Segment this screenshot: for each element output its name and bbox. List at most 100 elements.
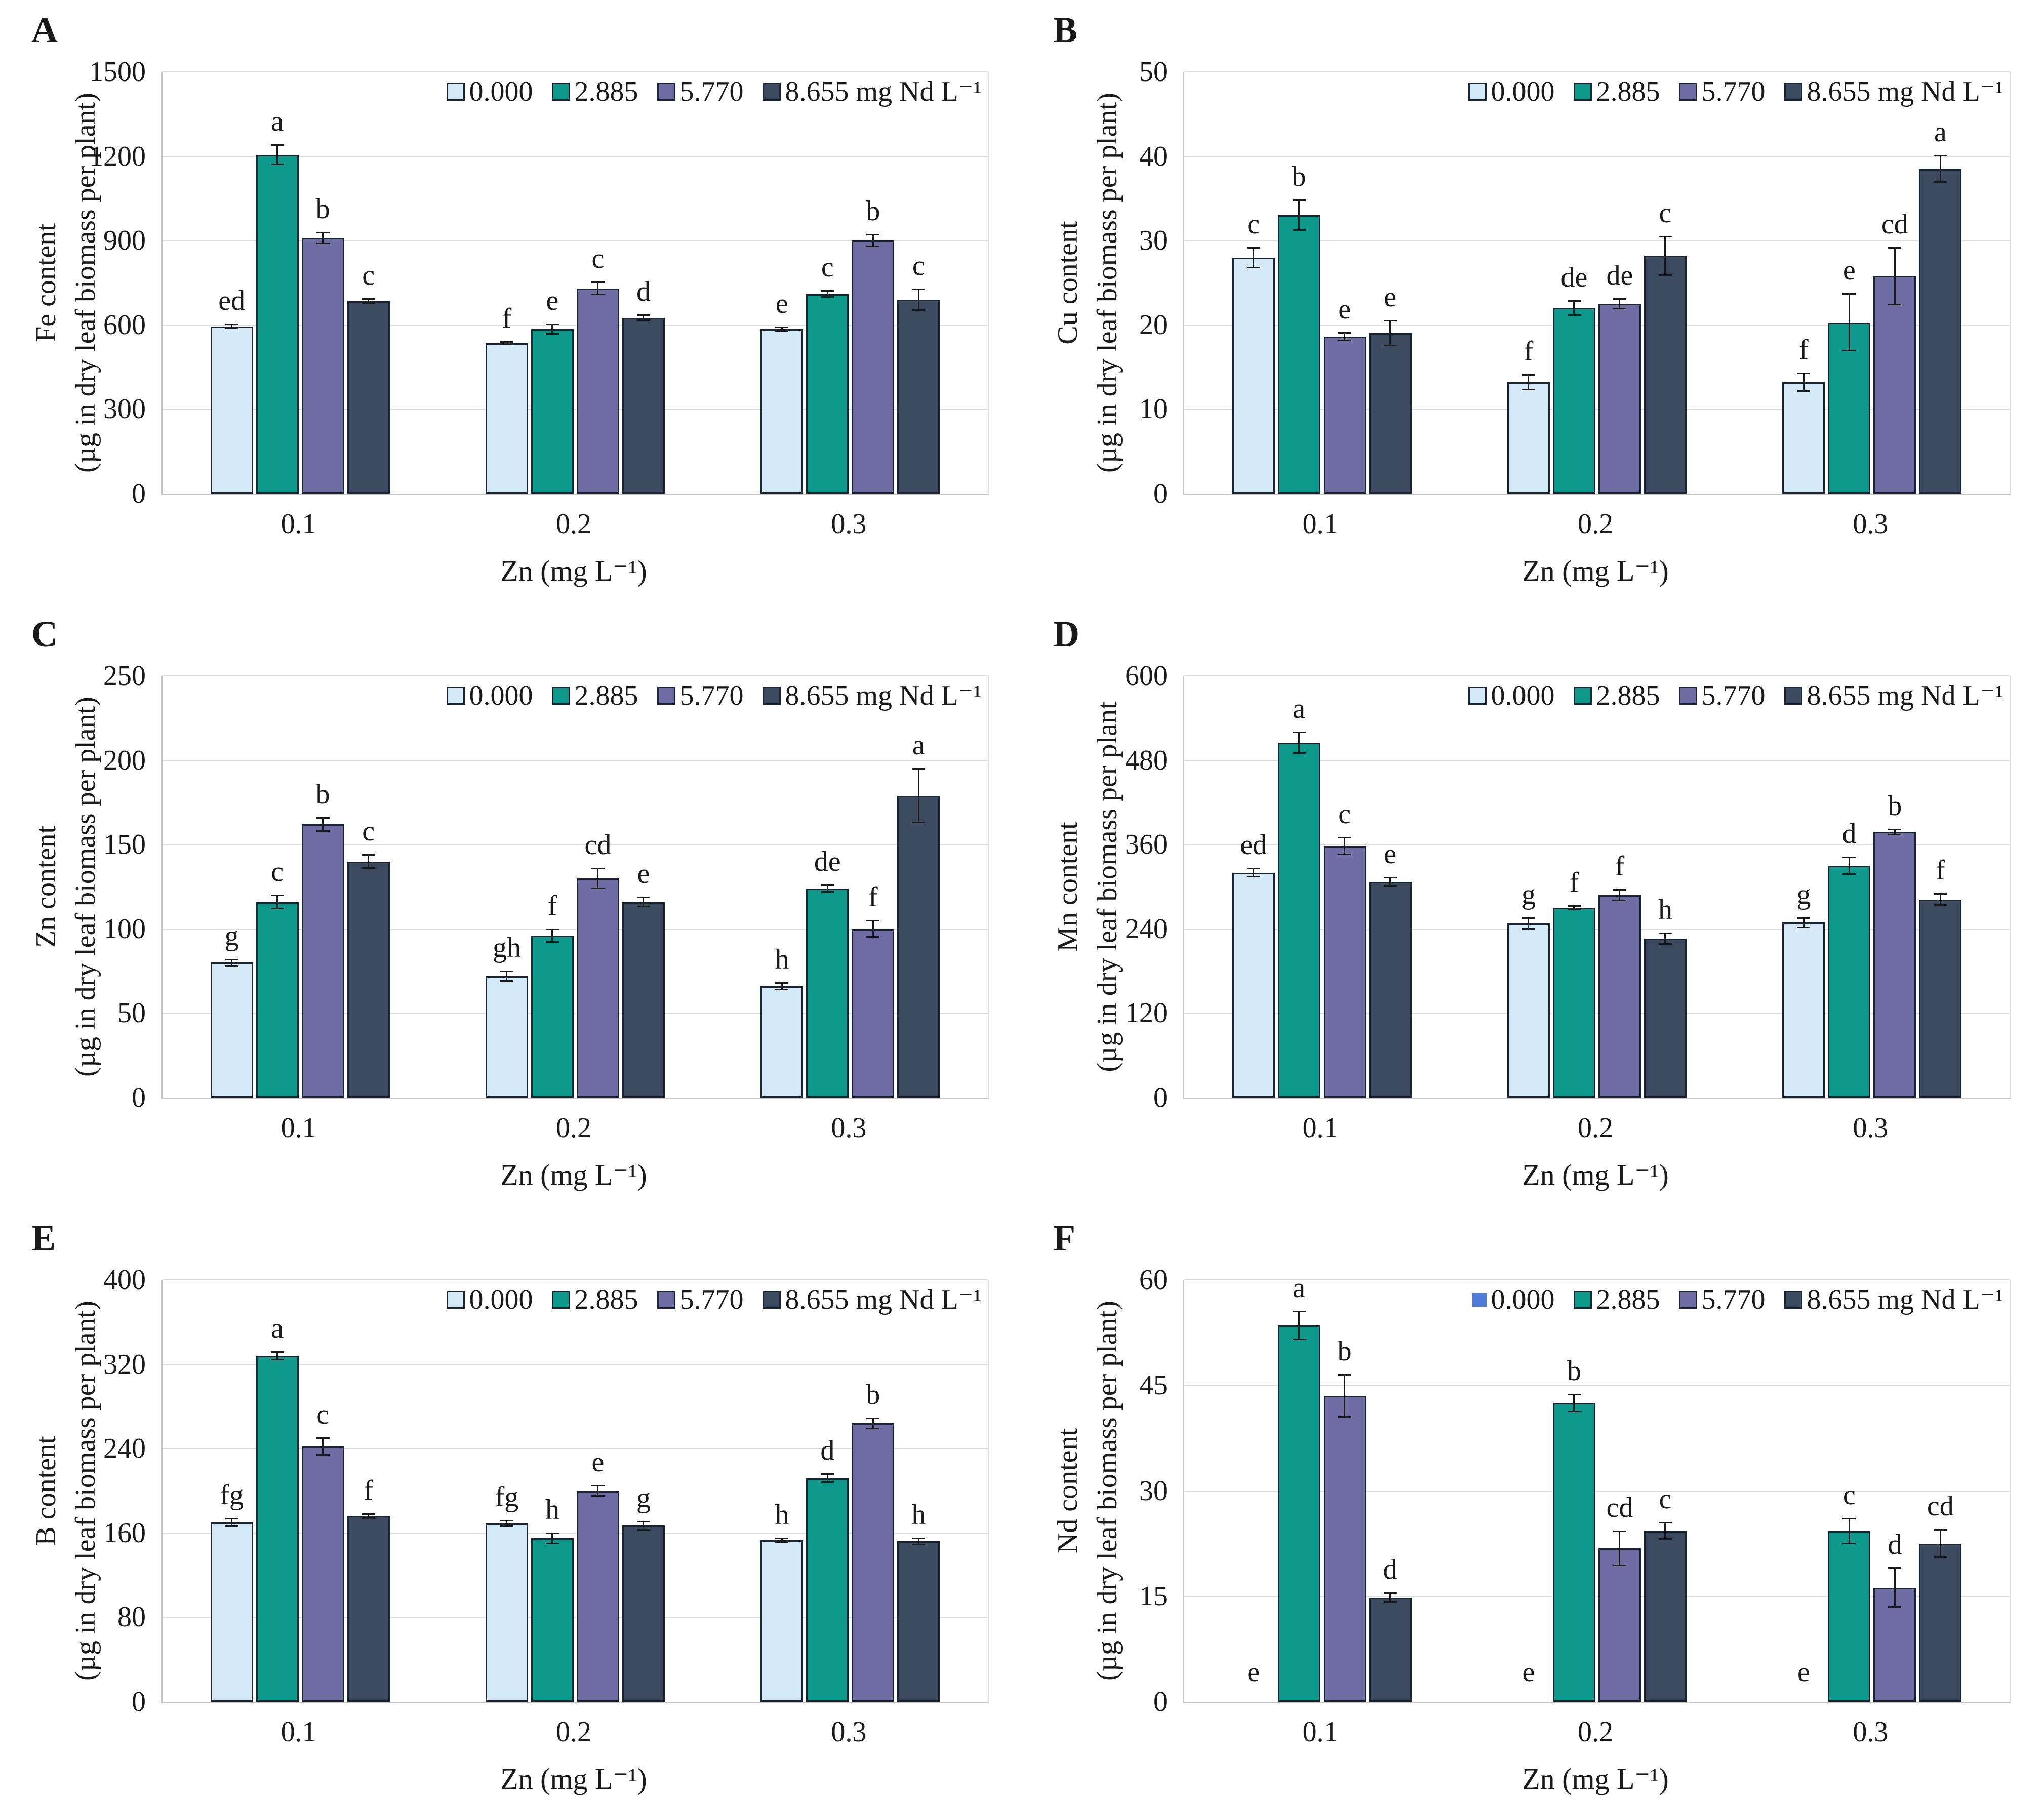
gridline xyxy=(163,1617,988,1618)
error-bar-cap-top xyxy=(316,231,330,233)
y-axis-title-line1: B content xyxy=(30,1436,62,1546)
error-bar-cap-bottom xyxy=(545,1542,559,1544)
error-bar-cap-bottom xyxy=(775,988,789,990)
legend-item: 8.655 mg Nd L⁻¹ xyxy=(763,75,982,108)
bar xyxy=(576,878,619,1098)
y-axis-tick-label: 40 xyxy=(1139,140,1168,172)
bar-slot: cd xyxy=(1873,72,1916,494)
significance-letter: c xyxy=(1842,1479,1856,1511)
error-bar-cap-top xyxy=(500,341,513,343)
error-bar-cap-top xyxy=(1383,320,1397,322)
bar-slot: e xyxy=(1828,72,1871,494)
bar xyxy=(1277,742,1320,1098)
panel-a: A Fe content (µg in dry leaf biomass per p… xyxy=(0,0,1022,604)
error-bar xyxy=(1664,236,1666,275)
significance-letter: c xyxy=(1338,798,1351,830)
x-axis-tick-label: 0.3 xyxy=(831,1112,867,1144)
error-bar-cap-bottom xyxy=(636,1528,650,1531)
legend: 0.000 2.885 5.770 8.655 mg Nd L⁻¹ xyxy=(1468,75,2003,108)
gridline xyxy=(163,71,988,72)
x-axis-tick-label: 0.1 xyxy=(1302,508,1338,540)
error-bar-cap-bottom xyxy=(545,333,559,335)
error-bar xyxy=(1848,857,1850,874)
bar-slot: f xyxy=(1552,676,1595,1098)
y-axis-tick-label: 0 xyxy=(1153,1686,1168,1717)
y-axis-tick-label: 250 xyxy=(103,660,146,692)
significance-letter: b xyxy=(1337,1336,1352,1367)
error-bar-cap-bottom xyxy=(362,867,375,869)
significance-letter: d xyxy=(1383,1553,1397,1585)
error-bar xyxy=(1619,890,1621,901)
bar xyxy=(1369,881,1412,1098)
y-axis-title-text: B content (µg in dry leaf biomass per pla… xyxy=(26,1280,123,1702)
y-axis-tick-label: 0 xyxy=(132,478,146,509)
error-bar xyxy=(917,769,919,823)
legend-item: 2.885 xyxy=(552,75,638,108)
error-bar-cap-top xyxy=(912,768,926,770)
significance-letter: b xyxy=(866,195,880,227)
error-bar xyxy=(322,232,324,244)
error-bar xyxy=(872,1418,874,1429)
error-bar xyxy=(322,1438,324,1455)
error-bar-cap-bottom xyxy=(1797,927,1811,929)
legend-label: 2.885 xyxy=(574,75,638,107)
error-bar-cap-top xyxy=(591,281,605,284)
bar xyxy=(1782,382,1825,494)
error-bar-cap-top xyxy=(1383,877,1397,879)
error-bar xyxy=(368,855,370,868)
y-axis-tick-label: 600 xyxy=(1125,660,1168,692)
bar-slot: fg xyxy=(485,1280,528,1702)
error-bar-cap-top xyxy=(775,326,789,328)
error-bar-cap-top xyxy=(545,324,559,326)
bar xyxy=(301,1446,344,1702)
y-axis-tick-label: 30 xyxy=(1139,1475,1168,1507)
bar xyxy=(806,294,849,494)
gridline xyxy=(1184,324,2010,326)
error-bar-cap-bottom xyxy=(1888,303,1902,305)
error-bar-cap-bottom xyxy=(225,965,238,967)
legend-item: 5.770 xyxy=(1679,75,1765,108)
y-axis-tick-label: 20 xyxy=(1139,309,1168,341)
error-bar-cap-top xyxy=(1247,868,1260,870)
y-axis-tick-label: 100 xyxy=(103,913,146,945)
significance-letter: f xyxy=(364,1475,373,1507)
significance-letter: g xyxy=(1521,878,1536,910)
error-bar-cap-top xyxy=(636,314,650,316)
y-axis-tick-label: 120 xyxy=(1125,997,1168,1029)
bar-slot: c xyxy=(1828,1280,1871,1702)
legend-item: 0.000 xyxy=(447,75,533,108)
bar xyxy=(1232,872,1275,1098)
error-bar-cap-top xyxy=(1613,889,1626,891)
y-axis-tick-label: 360 xyxy=(1125,829,1168,861)
y-axis-title-line1: Zn content xyxy=(30,825,62,948)
y-axis-tick-label: 30 xyxy=(1139,225,1168,257)
error-bar-cap-top xyxy=(1658,235,1672,237)
error-bar-cap-top xyxy=(1292,1311,1306,1313)
bar-slot: c xyxy=(1232,72,1275,494)
significance-letter: b xyxy=(315,193,330,225)
gridline xyxy=(1184,1385,2010,1386)
error-bar xyxy=(826,291,828,298)
panel-label: A xyxy=(31,10,58,50)
significance-letter: de xyxy=(1606,260,1633,292)
bar-slot: a xyxy=(1277,676,1320,1098)
error-bar-cap-top xyxy=(362,298,375,300)
significance-letter: e xyxy=(775,288,788,319)
error-bar xyxy=(1253,868,1255,877)
y-axis-tick-label: 10 xyxy=(1139,393,1168,425)
gridline xyxy=(163,324,988,326)
legend: 0.000 2.885 5.770 8.655 mg Nd L⁻¹ xyxy=(1468,679,2003,712)
x-axis-tick-label: 0.2 xyxy=(1578,1716,1613,1748)
x-axis-tick-label: 0.3 xyxy=(1853,1112,1889,1144)
error-bar-cap-top xyxy=(1613,298,1626,300)
panel-b: B Cu content (µg in dry leaf biomass per p… xyxy=(1022,0,2043,604)
significance-letter: b xyxy=(866,1379,880,1411)
legend-swatch-icon xyxy=(447,82,465,101)
bar-slot: d xyxy=(1873,1280,1916,1702)
error-bar-cap-bottom xyxy=(225,328,238,330)
error-bar-cap-top xyxy=(821,884,834,887)
bar xyxy=(1919,1543,1962,1702)
bar-slot: b xyxy=(852,1280,895,1702)
error-bar xyxy=(1389,1592,1391,1603)
error-bar-cap-top xyxy=(1521,374,1535,376)
